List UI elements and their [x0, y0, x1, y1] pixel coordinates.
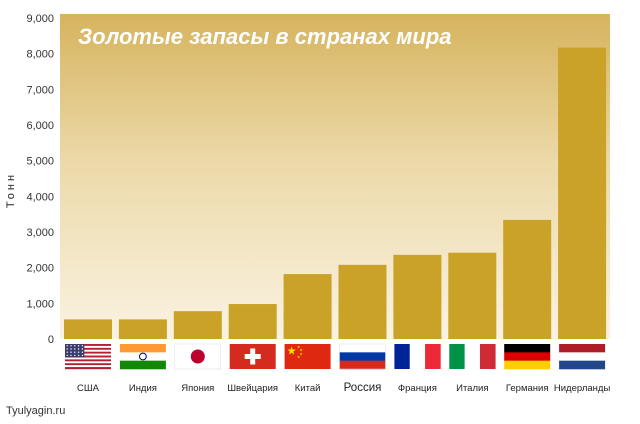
japan-flag-icon [174, 343, 222, 370]
category-label: Германия [506, 383, 549, 394]
category-label: Индия [129, 383, 157, 394]
category-label: Китай [295, 383, 321, 394]
chart-title: Золотые запасы в странах мира [78, 24, 452, 49]
bar [558, 47, 607, 339]
y-tick-label: 4,000 [26, 191, 54, 203]
y-tick-label: 1,000 [26, 298, 54, 310]
y-tick-label: 8,000 [26, 49, 54, 61]
france-flag-icon [394, 344, 441, 369]
y-tick-label: 3,000 [26, 227, 54, 239]
y-tick-label: 7,000 [26, 84, 54, 96]
germany-flag-icon [504, 344, 551, 370]
russia-flag-icon [339, 343, 386, 370]
category-label: Россия [344, 382, 382, 394]
category-label: Швейцария [227, 383, 278, 394]
bar [64, 319, 112, 339]
category-labels-group: США Индия Япония Швейцария Китай Россия Франци… [77, 382, 610, 394]
category-label: Япония [181, 383, 214, 394]
bar [283, 274, 332, 339]
category-label: США [77, 383, 100, 394]
bar [118, 319, 167, 339]
category-label: Франция [398, 383, 437, 394]
usa-flag-icon [65, 344, 111, 370]
y-tick-label: 9,000 [26, 13, 54, 25]
flags-group [65, 343, 606, 370]
y-tick-label: 5,000 [26, 156, 54, 168]
y-axis-label: Тонн [5, 172, 17, 208]
category-label: Италия [456, 383, 488, 394]
switzerland-flag-icon [229, 344, 276, 369]
bar [173, 311, 222, 339]
category-label: Нидерланды [554, 383, 611, 394]
y-tick-label: 0 [48, 334, 54, 346]
y-ticks-group: 0 1,000 2,000 3,000 4,000 5,000 6,000 7,000 8,00… [26, 13, 54, 346]
china-flag-icon [284, 344, 331, 369]
y-tick-label: 6,000 [26, 120, 54, 132]
watermark: Tyulyagin.ru [6, 405, 65, 417]
bar [228, 304, 277, 339]
india-flag-icon [119, 344, 166, 370]
bar [448, 252, 497, 339]
bar [338, 264, 387, 339]
bar [393, 254, 442, 339]
italy-flag-icon [449, 344, 496, 369]
y-tick-label: 2,000 [26, 263, 54, 275]
bar [503, 219, 552, 339]
bars-group [64, 47, 607, 339]
netherlands-flag-icon [559, 344, 606, 370]
